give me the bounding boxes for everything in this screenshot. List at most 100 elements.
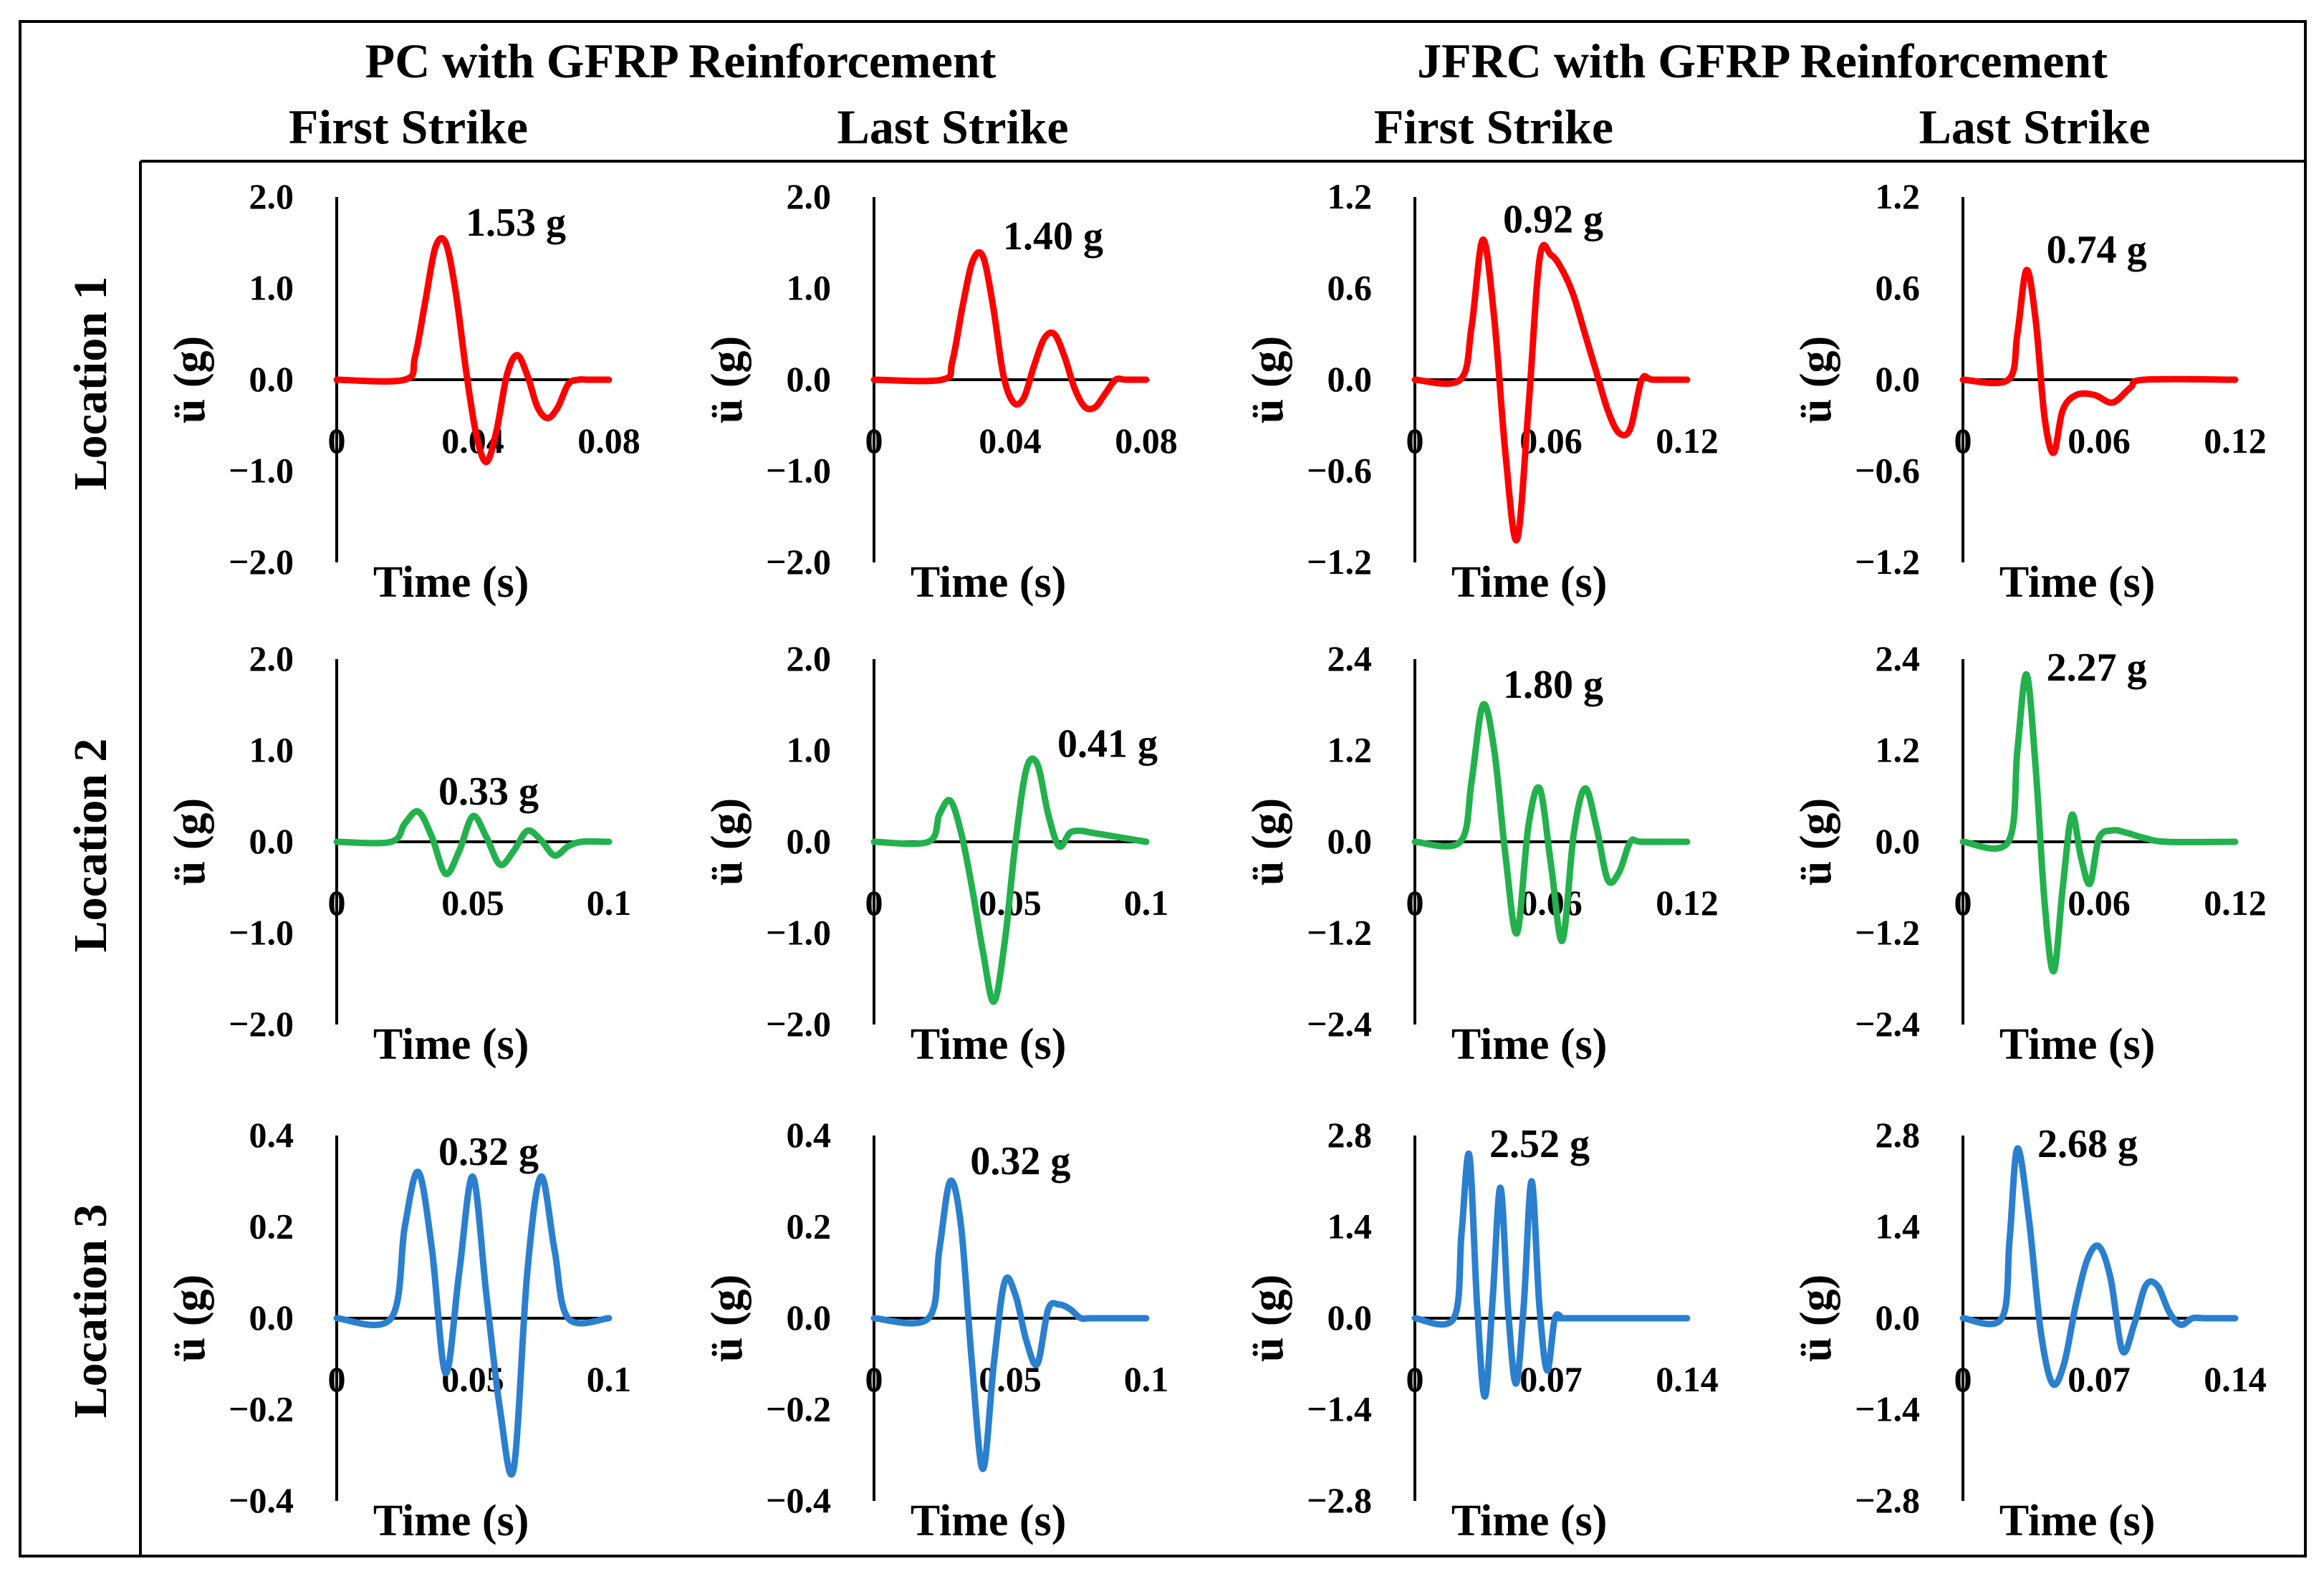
series-line [333,1168,613,1478]
y-axis-label: ü (g) [165,1275,214,1362]
series-line [1959,671,2239,975]
x-tick-label: 0.07 [2068,1359,2131,1399]
x-axis-label: Time (s) [1999,1020,2156,1069]
y-tick-label: −0.4 [229,1480,294,1520]
y-tick-label: 1.2 [1876,176,1921,216]
series-line [1959,1145,2239,1388]
x-axis-label: Time (s) [911,1497,1067,1545]
peak-annotation: 0.74 g [2047,228,2147,272]
peak-annotation: 0.32 g [438,1130,539,1174]
x-axis-label: Time (s) [373,558,529,607]
y-tick-label: 0.0 [787,821,832,861]
outer-frame [19,20,2307,1558]
group-header-jfrc: JFRC with GFRP Reinforcement [1417,34,2108,88]
y-tick-label: −2.0 [766,1004,831,1044]
series-line [870,1177,1150,1472]
peak-annotation: 0.32 g [970,1139,1070,1184]
peak-annotation: 2.68 g [2037,1122,2138,1166]
y-axis-label: ü (g) [1244,798,1292,886]
x-tick-label: 0.1 [1124,883,1169,923]
peak-annotation: 0.41 g [1057,722,1158,767]
x-tick-label: 0.04 [979,421,1042,461]
y-tick-label: −1.2 [1307,913,1372,953]
x-axis-label: Time (s) [1999,1497,2156,1545]
x-tick-label: 0 [328,1359,346,1399]
y-tick-label: 2.8 [1327,1115,1373,1155]
y-axis-label: ü (g) [703,798,752,886]
y-tick-label: −1.0 [229,913,294,953]
x-tick-label: 0 [1406,883,1424,923]
y-tick-label: 1.0 [787,730,832,770]
y-tick-label: −1.0 [229,451,294,491]
y-axis-label: ü (g) [165,798,214,886]
peak-annotation: 0.33 g [438,769,539,814]
y-tick-label: −1.2 [1855,913,1920,953]
x-tick-label: 0 [1954,421,1972,461]
y-tick-label: −2.0 [229,542,294,582]
y-tick-label: 1.4 [1876,1206,1921,1247]
y-axis-label: ü (g) [1792,336,1840,423]
y-tick-label: −2.4 [1855,1004,1920,1044]
y-tick-label: −2.0 [229,1004,294,1044]
y-tick-label: −2.8 [1307,1480,1372,1520]
y-tick-label: 2.0 [787,176,832,216]
column-header-jfrc-last: Last Strike [1919,100,2151,154]
x-tick-label: 0 [328,421,346,461]
y-axis-label: ü (g) [703,336,752,423]
x-tick-label: 0.12 [2204,421,2267,461]
y-tick-label: 2.0 [787,638,832,678]
y-tick-label: 2.8 [1876,1115,1921,1155]
series-line [1411,1150,1691,1400]
x-axis-label: Time (s) [373,1497,529,1545]
x-tick-label: 0.08 [577,421,640,461]
x-tick-label: 0.08 [1115,421,1178,461]
y-axis-label: ü (g) [1244,336,1292,423]
series-line [870,755,1150,1005]
y-tick-label: 0.4 [249,1115,294,1155]
y-tick-label: 1.0 [249,268,294,308]
y-tick-label: −1.2 [1307,542,1372,582]
y-axis-label: ü (g) [165,336,214,423]
series-line [870,249,1150,413]
y-tick-label: 0.6 [1876,268,1921,308]
y-tick-label: 0.4 [787,1115,832,1155]
y-tick-label: −2.8 [1855,1480,1920,1520]
x-tick-label: 0 [1954,1359,1972,1399]
y-tick-label: −0.2 [766,1389,831,1429]
y-axis-label: ü (g) [1792,798,1840,886]
y-tick-label: −1.0 [766,451,831,491]
y-tick-label: −1.0 [766,913,831,953]
column-header-pc-last: Last Strike [837,100,1069,154]
y-tick-label: 0.2 [787,1206,832,1247]
x-tick-label: 0 [865,421,883,461]
column-header-jfrc-first: First Strike [1374,100,1613,154]
x-tick-label: 0.06 [2068,421,2131,461]
row-label-location-1: Location 1 [64,277,117,491]
y-tick-label: 0.0 [249,821,294,861]
series-line [1411,236,1691,544]
row-label-location-3: Location 3 [64,1204,117,1419]
x-axis-label: Time (s) [1451,1020,1608,1069]
x-tick-label: 0.05 [441,883,504,923]
y-tick-label: 1.2 [1327,176,1373,216]
y-tick-label: 1.2 [1876,730,1921,770]
y-tick-label: 0.0 [1327,359,1373,399]
series-line [333,807,613,878]
x-axis-label: Time (s) [911,1020,1067,1069]
column-header-pc-first: First Strike [289,100,528,154]
x-tick-label: 0 [1406,1359,1424,1399]
y-tick-label: 2.4 [1876,638,1921,678]
x-tick-label: 0.1 [587,1359,632,1399]
y-tick-label: −2.4 [1307,1004,1372,1044]
x-tick-label: 0.14 [1656,1359,1719,1399]
x-tick-label: 0.1 [587,883,632,923]
